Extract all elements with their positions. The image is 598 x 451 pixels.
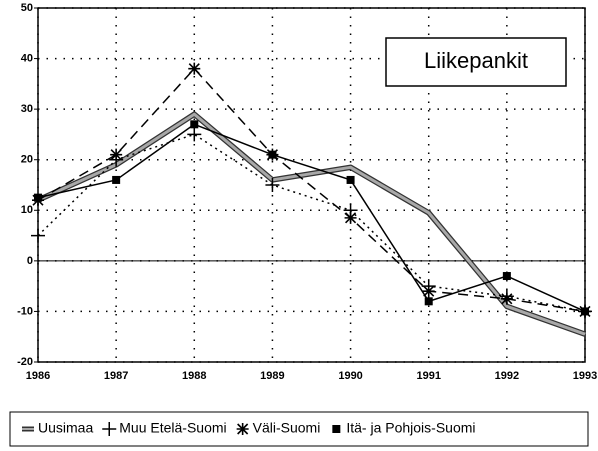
marker <box>102 422 117 436</box>
marker <box>500 292 513 305</box>
legend-text: Väli-Suomi <box>253 420 321 436</box>
annotation: Liikepankit <box>424 48 528 73</box>
legend-text: Muu Etelä-Suomi <box>119 420 226 436</box>
y-tick-label: 0 <box>27 255 33 267</box>
marker <box>346 175 355 184</box>
legend-box <box>9 411 589 447</box>
x-tick-label: 1986 <box>26 370 50 382</box>
x-tick-label: 1990 <box>338 370 362 382</box>
series-line <box>37 67 586 313</box>
y-tick-label: -10 <box>17 305 33 317</box>
marker <box>110 148 123 161</box>
x-tick-label: 1992 <box>495 370 519 382</box>
series-line <box>37 123 586 313</box>
marker <box>188 62 201 75</box>
marker <box>112 175 121 184</box>
marker <box>190 120 199 129</box>
y-tick-label: 10 <box>21 204 33 216</box>
marker <box>268 150 277 159</box>
marker <box>422 285 435 298</box>
marker <box>187 127 202 142</box>
marker <box>502 272 511 281</box>
annotation-box <box>385 37 567 87</box>
plot-frame <box>37 7 586 363</box>
x-tick-label: 1987 <box>104 370 128 382</box>
series-line <box>37 133 586 313</box>
marker <box>344 211 357 224</box>
x-tick-label: 1993 <box>573 370 597 382</box>
x-tick-label: 1988 <box>182 370 206 382</box>
y-tick-label: 50 <box>21 2 33 14</box>
marker <box>332 425 341 433</box>
y-tick-label: -20 <box>17 356 33 368</box>
legend-text: Uusimaa <box>38 420 93 436</box>
marker <box>236 423 249 435</box>
marker <box>34 193 42 202</box>
y-tick-label: 30 <box>21 103 33 115</box>
series-line <box>37 112 586 336</box>
marker <box>424 297 433 306</box>
x-tick-label: 1989 <box>260 370 284 382</box>
y-tick-label: 40 <box>21 52 33 64</box>
legend-text: Itä- ja Pohjois-Suomi <box>346 420 475 436</box>
marker <box>265 178 280 192</box>
y-tick-label: 20 <box>21 154 33 166</box>
x-tick-label: 1991 <box>416 370 440 382</box>
marker <box>581 307 589 316</box>
marker <box>31 228 45 243</box>
